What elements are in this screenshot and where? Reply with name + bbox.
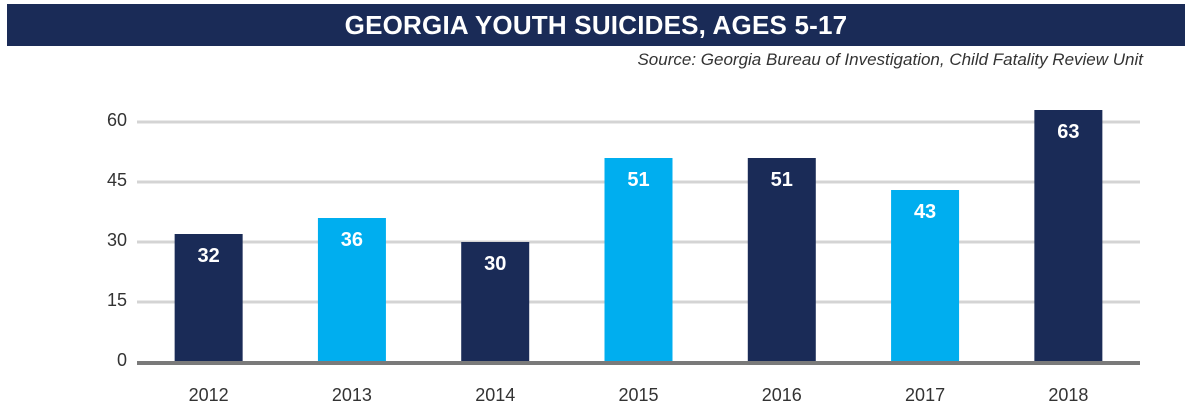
bar [604,158,673,362]
x-tick-label: 2013 [332,385,372,405]
x-tick-label: 2015 [618,385,658,405]
bar-value-label: 51 [771,169,793,191]
y-tick-label: 45 [107,170,127,190]
bar-value-label: 51 [627,169,649,191]
chart-source: Source: Georgia Bureau of Investigation,… [637,50,1143,69]
x-tick-label: 2012 [189,385,229,405]
chart-title: GEORGIA YOUTH SUICIDES, AGES 5-17 [344,9,848,40]
bar [747,158,816,362]
y-tick-label: 30 [107,230,127,250]
x-tick-label: 2017 [905,385,945,405]
y-tick-label: 60 [107,110,127,130]
bar-value-label: 43 [914,201,936,223]
bar [174,234,243,362]
x-tick-label: 2016 [762,385,802,405]
bar-value-label: 32 [198,245,220,267]
bar-value-label: 36 [341,229,363,251]
bar [317,218,386,362]
chart-title-bar: GEORGIA YOUTH SUICIDES, AGES 5-17 [7,4,1185,46]
bar-value-label: 63 [1057,121,1079,143]
x-tick-label: 2018 [1048,385,1088,405]
bar [1034,110,1103,362]
x-tick-label: 2014 [475,385,515,405]
y-tick-label: 15 [107,290,127,310]
bar [461,242,530,362]
y-tick-label: 0 [117,350,127,370]
bar [891,190,960,362]
bar-value-label: 30 [484,253,506,275]
